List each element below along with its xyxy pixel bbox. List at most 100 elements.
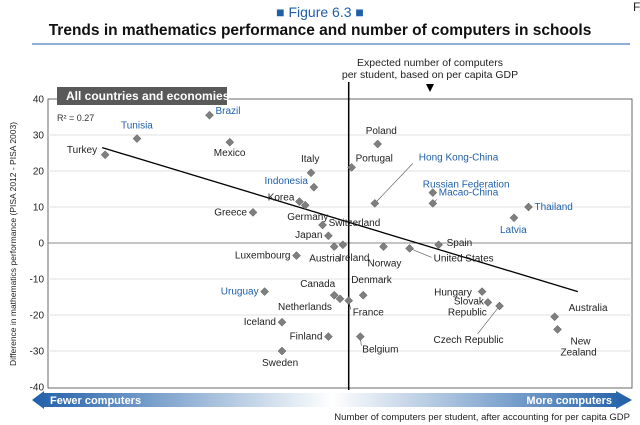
square-bullet-icon: ■ (355, 4, 364, 20)
data-point (434, 240, 443, 250)
y-tick-label: 0 (38, 239, 44, 250)
y-tick-label: -30 (30, 347, 45, 358)
data-point (355, 332, 365, 341)
panel-label-bg (57, 87, 227, 105)
data-label: Thailand (535, 202, 573, 213)
data-label: Iceland (244, 317, 276, 328)
data-label: Indonesia (265, 176, 309, 187)
data-point (306, 168, 316, 178)
data-point (324, 332, 333, 341)
data-label: Hong Kong-China (419, 152, 499, 163)
data-point (428, 199, 438, 208)
figure-label: Figure 6.3 (288, 4, 352, 20)
data-labels: Turkey Tunisia Brazil Mexico Greece Korea Germ… (67, 106, 608, 369)
data-label: Finland (290, 332, 323, 343)
data-point (309, 182, 319, 192)
data-label: Korea (268, 193, 295, 204)
data-label: Netherlands (278, 302, 332, 313)
data-label: France (353, 308, 385, 319)
expected-line-arrow-icon (426, 84, 434, 92)
label-connector (477, 305, 500, 335)
arrow-left-label: Fewer computers (50, 395, 141, 407)
data-point (132, 134, 142, 143)
data-point (329, 290, 339, 300)
data-label: Uruguay (221, 287, 259, 298)
data-label: Belgium (362, 345, 398, 356)
data-point (292, 251, 301, 260)
data-point (358, 290, 368, 300)
data-point (370, 199, 380, 208)
data-point (495, 301, 504, 311)
data-label: Denmark (351, 275, 393, 286)
label-connector (374, 163, 414, 204)
data-label: Mexico (214, 148, 246, 159)
data-point (338, 240, 348, 250)
data-point (300, 200, 310, 210)
corner-glyph: F (633, 0, 640, 14)
data-label: Russian Federation (423, 180, 510, 191)
data-point (483, 298, 493, 307)
data-label: Slovak Republic (448, 296, 487, 318)
data-point (477, 287, 487, 296)
data-label: Turkey (67, 145, 97, 156)
data-label: Sweden (262, 358, 298, 369)
data-label: Hungary (434, 288, 472, 299)
data-label: Czech Republic (434, 335, 504, 346)
label-connector (409, 248, 432, 258)
data-point (347, 163, 356, 172)
data-label: Italy (301, 154, 319, 165)
arrow-right-label: More computers (526, 395, 612, 407)
data-point (373, 139, 383, 149)
expected-line-label-1: Expected number of computers (357, 57, 503, 69)
data-label: Japan (295, 230, 322, 241)
data-label: Switzerland (329, 218, 381, 229)
data-label-line: New (571, 336, 592, 347)
data-label: Spain (447, 238, 473, 249)
y-tick-label: -40 (30, 383, 45, 394)
data-label: Canada (300, 279, 335, 290)
data-label: Luxembourg (235, 251, 291, 262)
data-point (344, 296, 354, 305)
data-label: United States (434, 253, 494, 264)
data-label: Latvia (500, 225, 527, 236)
data-point (524, 202, 533, 212)
data-point (248, 208, 258, 217)
data-label: Macao-China (439, 187, 499, 198)
panel-label: All countries and economies (66, 89, 230, 103)
y-tick-label: -10 (30, 275, 45, 286)
data-point (335, 294, 345, 304)
data-point (379, 242, 388, 251)
data-point (553, 325, 562, 334)
data-point (405, 244, 414, 253)
computers-arrow (32, 391, 632, 409)
data-label: Austria (309, 254, 341, 265)
data-point (324, 231, 333, 241)
data-label: Ireland (339, 253, 370, 264)
y-tick-label: 30 (33, 131, 45, 142)
trend-line (102, 146, 578, 293)
y-axis-label: Difference in mathematics performance (P… (8, 122, 18, 366)
figure-number: ■ Figure 6.3 ■ (0, 4, 640, 20)
x-axis-label: Number of computers per student, after a… (334, 412, 630, 423)
data-markers (100, 110, 562, 356)
data-label: Brazil (216, 106, 241, 117)
data-point (295, 197, 304, 206)
data-point (277, 346, 287, 356)
chart-title: Trends in mathematics performance and nu… (48, 22, 592, 39)
r-squared: R² = 0.27 (57, 113, 94, 123)
data-label: Norway (368, 259, 402, 270)
data-label: Portugal (356, 153, 393, 164)
data-point (318, 220, 327, 230)
gridlines (48, 134, 632, 352)
data-point (205, 110, 214, 120)
data-label: Tunisia (121, 121, 153, 132)
y-tick-label: -20 (30, 311, 45, 322)
y-tick-label: 20 (33, 167, 45, 178)
data-point (260, 287, 269, 296)
data-label: New Zealand (561, 336, 597, 358)
data-label: Australia (569, 303, 608, 314)
data-label: Germany (287, 212, 328, 223)
data-point (329, 242, 339, 251)
data-label-line: Slovak (454, 296, 485, 307)
